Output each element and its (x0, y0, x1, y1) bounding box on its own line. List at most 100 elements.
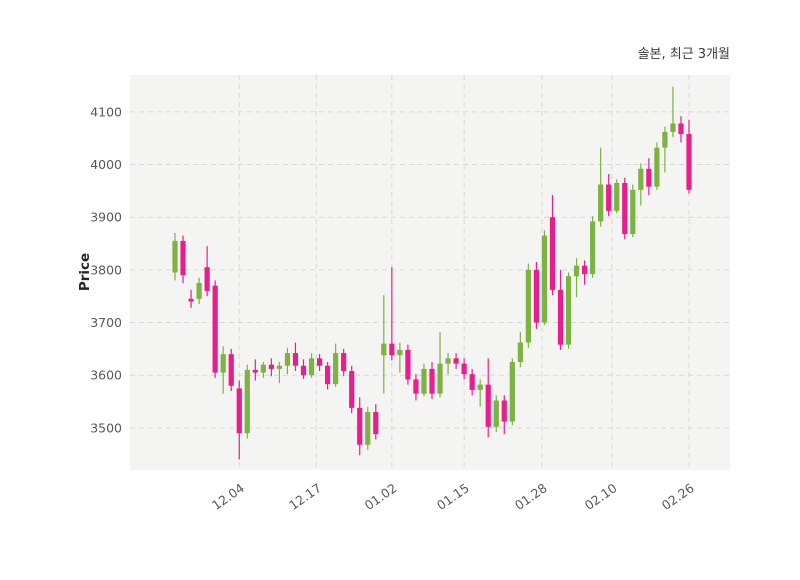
candle (541, 230, 548, 326)
plot-group: 3500 3600 3700 3800 3900 4000 4100 12.04 12.17 01… (90, 75, 730, 513)
candle (469, 368, 475, 396)
candle (646, 158, 652, 196)
candle (260, 362, 266, 378)
candle-body (284, 353, 291, 366)
candle (429, 362, 435, 399)
candle-body (276, 365, 283, 369)
plot-area (130, 75, 730, 470)
candle (308, 353, 315, 378)
candle-body (397, 349, 403, 356)
candle-body (638, 168, 644, 190)
candle-body (268, 364, 274, 369)
candle-body (180, 240, 186, 276)
candle (365, 406, 371, 450)
y-tick-label: 3800 (90, 262, 122, 277)
candle (445, 353, 451, 375)
candle-body (606, 184, 612, 211)
candle (614, 179, 620, 213)
candle (509, 358, 515, 426)
candle (477, 379, 483, 407)
candle (341, 348, 347, 377)
candle (630, 184, 636, 238)
candle (180, 235, 186, 284)
candle-body (517, 342, 523, 363)
candle (549, 195, 556, 296)
candle-body (501, 400, 507, 422)
y-tick-label: 3700 (90, 315, 122, 330)
candle-body (381, 343, 387, 356)
y-tick-label: 4000 (90, 157, 122, 172)
candle-body (244, 369, 250, 434)
candle-body (421, 368, 427, 394)
candle (333, 343, 339, 387)
candle (220, 346, 226, 394)
x-tick-label: 01.02 (362, 480, 400, 513)
candle (533, 261, 540, 329)
candle-body (357, 407, 363, 445)
candle (172, 233, 178, 281)
candle-body (525, 269, 531, 343)
candle (598, 147, 604, 227)
candle-body (670, 123, 676, 132)
candle (284, 347, 291, 375)
candle-body (598, 184, 604, 222)
candle (196, 277, 202, 305)
candle (373, 404, 379, 440)
y-axis-label: Price (77, 253, 93, 291)
candle (654, 142, 660, 190)
candle-body (188, 298, 194, 302)
x-tick-label: 01.15 (434, 480, 472, 513)
candle (557, 269, 564, 350)
candle-body (453, 358, 459, 364)
candle (573, 258, 580, 298)
candle-body (260, 364, 266, 373)
candle-body (654, 147, 660, 187)
candle-body (678, 123, 684, 134)
candle (501, 395, 507, 435)
candle-body (413, 379, 419, 394)
candle (292, 342, 299, 371)
candle-body (236, 388, 242, 434)
candle-body (333, 353, 339, 385)
candle (357, 397, 363, 456)
candle-body (300, 365, 307, 376)
candle-body (292, 353, 299, 366)
x-tick-label: 01.28 (512, 480, 550, 513)
candle (421, 363, 427, 397)
candle-body (349, 370, 355, 408)
candle-body (541, 235, 548, 323)
candle-body (405, 349, 411, 380)
candle (662, 126, 668, 173)
candle (244, 364, 250, 439)
candle-body (308, 358, 315, 376)
chart-title: 솔본, 최근 3개월 (638, 47, 730, 62)
candle-body (220, 354, 226, 373)
candle (413, 374, 419, 401)
candle-body (212, 285, 218, 373)
candle (686, 119, 692, 194)
candle (581, 260, 588, 285)
candle (678, 116, 684, 143)
candle-body (228, 354, 234, 386)
y-tick-label: 3900 (90, 210, 122, 225)
candle (493, 395, 499, 433)
candle-body (373, 412, 379, 435)
candle-body (477, 384, 483, 390)
candle (622, 177, 628, 240)
candle-body (646, 168, 652, 187)
x-tick-label: 12.17 (286, 480, 324, 513)
candle-body (533, 269, 540, 323)
candle (590, 216, 596, 278)
candle-body (172, 240, 178, 273)
candle (638, 163, 644, 206)
candle-body (549, 217, 556, 290)
candle (324, 362, 331, 390)
candle (316, 354, 323, 371)
candle (236, 380, 242, 460)
candle-body (196, 283, 202, 299)
candle-body (437, 363, 443, 394)
candle (204, 246, 210, 297)
candle-body (324, 365, 331, 385)
candle (397, 342, 403, 373)
candle (349, 365, 355, 414)
